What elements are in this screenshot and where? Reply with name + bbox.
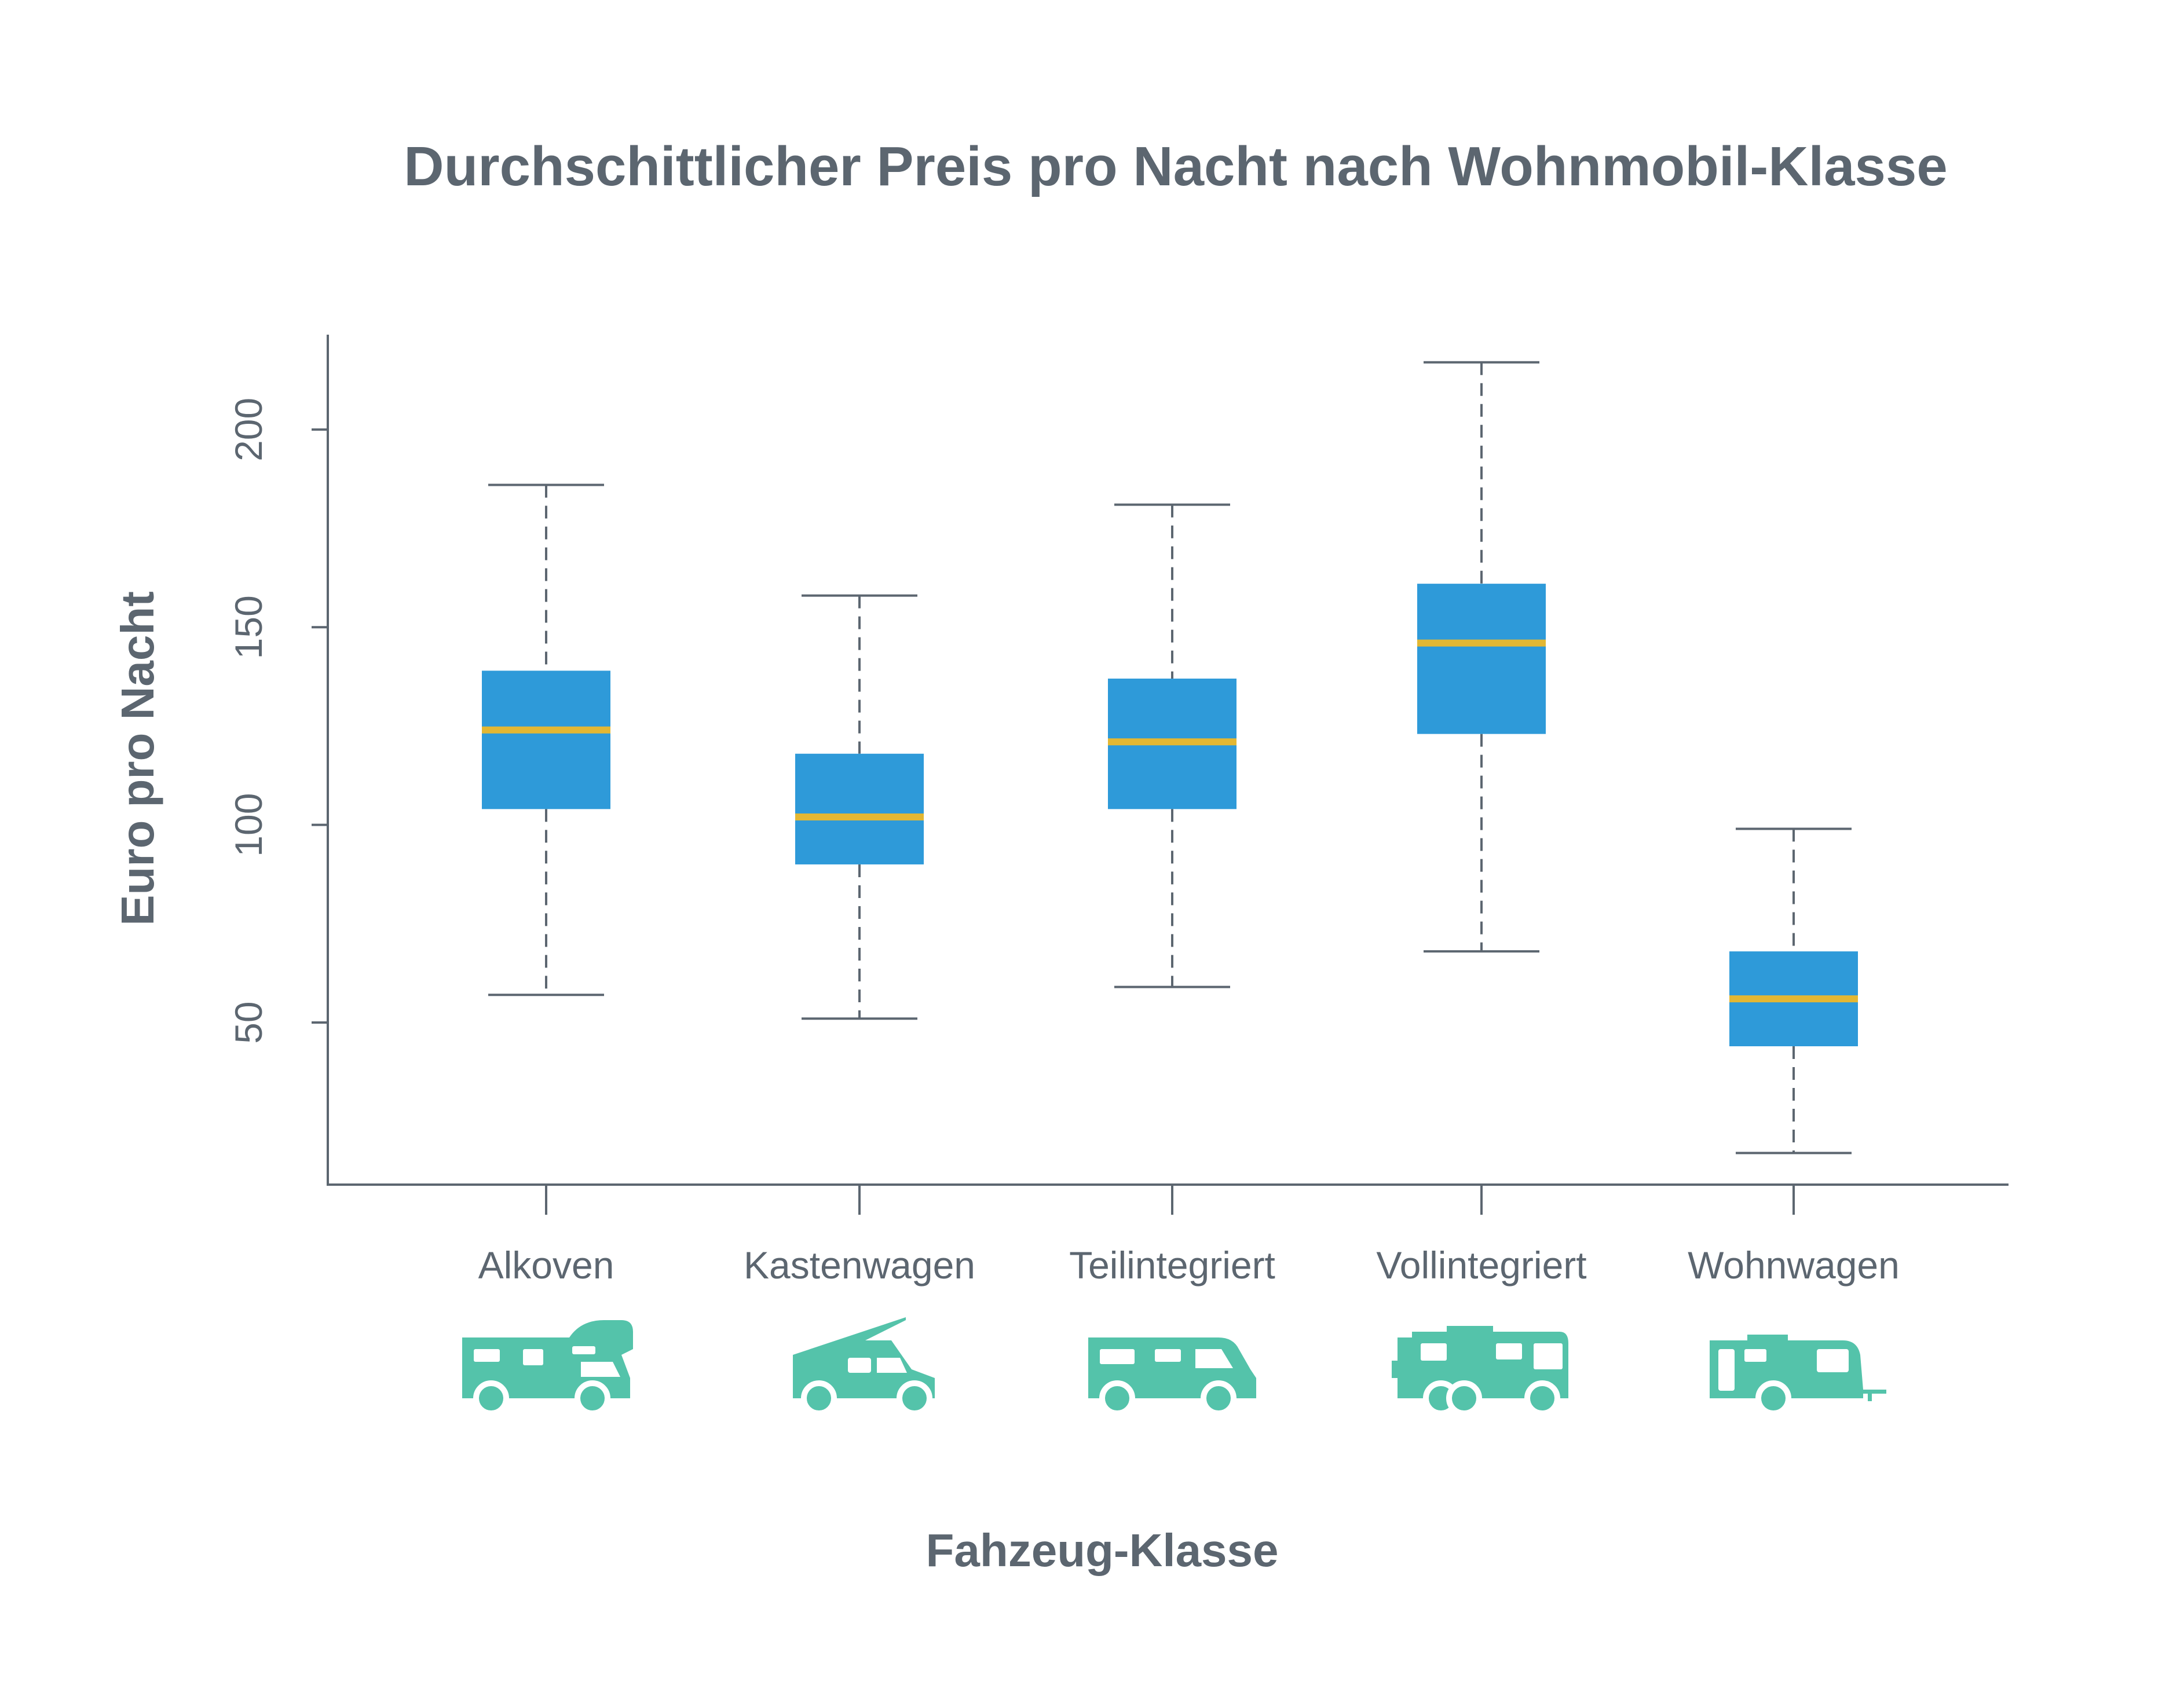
camper-van-icon [793,1317,935,1416]
box-iqr [482,670,610,809]
x-tick-label: Vollintegriert [1376,1244,1586,1287]
x-axis-title: Fahzeug-Klasse [925,1525,1278,1576]
motorhome-integrated-icon [1392,1326,1568,1416]
box-iqr [795,753,924,864]
box-iqr [1417,584,1546,734]
motorhome-semi-integrated-icon [1088,1337,1256,1416]
y-tick-label: 50 [227,1001,270,1043]
plot-area: 50 100 150 200 Alkoven Kastenwagen Teilinteg… [227,335,2009,1416]
motorhome-alcove-icon [462,1320,633,1416]
x-tick-label: Kastenwagen [744,1244,975,1287]
y-tick-label: 100 [227,793,270,857]
x-tick-label: Alkoven [478,1244,614,1287]
y-tick-label: 150 [227,595,270,659]
caravan-trailer-icon [1710,1335,1886,1416]
x-tick-label: Wohnwagen [1688,1244,1900,1287]
y-tick-label: 200 [227,398,270,461]
chart-title: Durchschittlicher Preis pro Nacht nach W… [404,135,1947,197]
y-axis-title: Euro pro Nacht [112,591,163,926]
x-tick-label: Teilintegriert [1069,1244,1275,1287]
